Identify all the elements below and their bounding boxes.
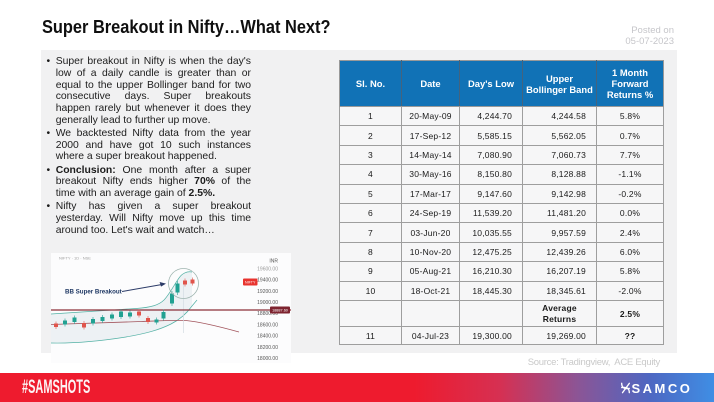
svg-text:19000.00: 19000.00 <box>257 300 278 306</box>
svg-text:NIFTY: NIFTY <box>245 281 256 285</box>
svg-text:18400.00: 18400.00 <box>257 334 278 340</box>
svg-text:18000.00: 18000.00 <box>257 356 278 362</box>
svg-text:18200.00: 18200.00 <box>257 345 278 351</box>
svg-text:18600.00: 18600.00 <box>257 322 278 328</box>
svg-text:19200.00: 19200.00 <box>257 289 278 295</box>
svg-text:19600.00: 19600.00 <box>257 266 278 272</box>
svg-text:NIFTY · 1D · NSE: NIFTY · 1D · NSE <box>59 256 91 261</box>
svg-text:19400.00: 19400.00 <box>257 278 278 284</box>
svg-text:INR: INR <box>269 259 278 265</box>
svg-text:18800.00: 18800.00 <box>257 311 278 317</box>
svg-text:18887.60: 18887.60 <box>272 309 288 313</box>
svg-text:BB Super Breakout: BB Super Breakout <box>65 289 122 296</box>
